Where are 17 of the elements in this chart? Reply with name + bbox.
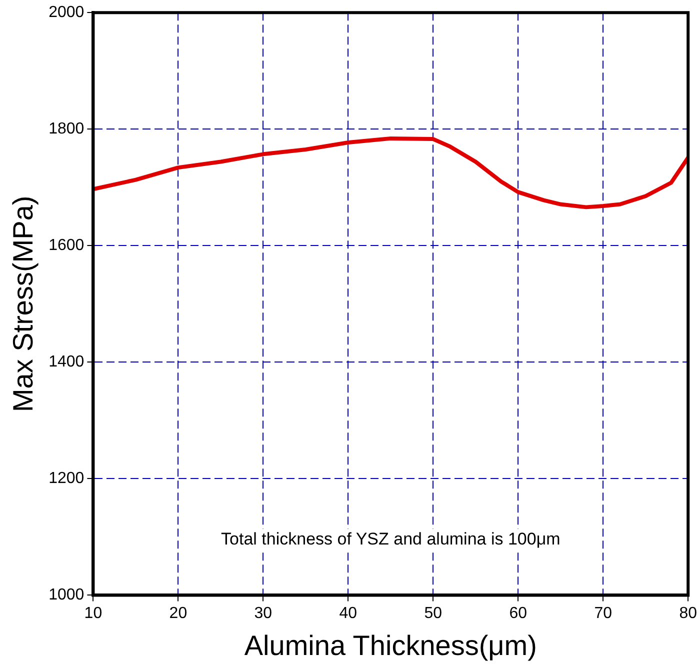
y-tick-label: 1400 xyxy=(48,354,84,371)
x-tick-label: 40 xyxy=(339,605,358,622)
y-tick-label: 2000 xyxy=(48,4,84,22)
x-tick-label: 30 xyxy=(254,605,272,622)
x-tick-label: 70 xyxy=(594,605,612,622)
y-tick-label: 1200 xyxy=(48,470,84,488)
x-tick-label: 20 xyxy=(169,605,188,622)
y-axis-title: Max Stress(MPa) xyxy=(8,196,39,412)
y-tick-label: 1000 xyxy=(48,586,84,604)
y-tick-label: 1600 xyxy=(48,237,84,254)
annotation: Total thickness of YSZ and alumina is 100μm xyxy=(221,530,560,549)
x-tick-label: 80 xyxy=(679,605,698,622)
x-tick-label: 50 xyxy=(424,605,442,622)
x-axis-title: Alumina Thickness(μm) xyxy=(244,630,537,661)
x-tick-label: 60 xyxy=(509,605,528,622)
x-tick-label: 10 xyxy=(84,605,102,622)
y-tick-label: 1800 xyxy=(48,120,84,138)
